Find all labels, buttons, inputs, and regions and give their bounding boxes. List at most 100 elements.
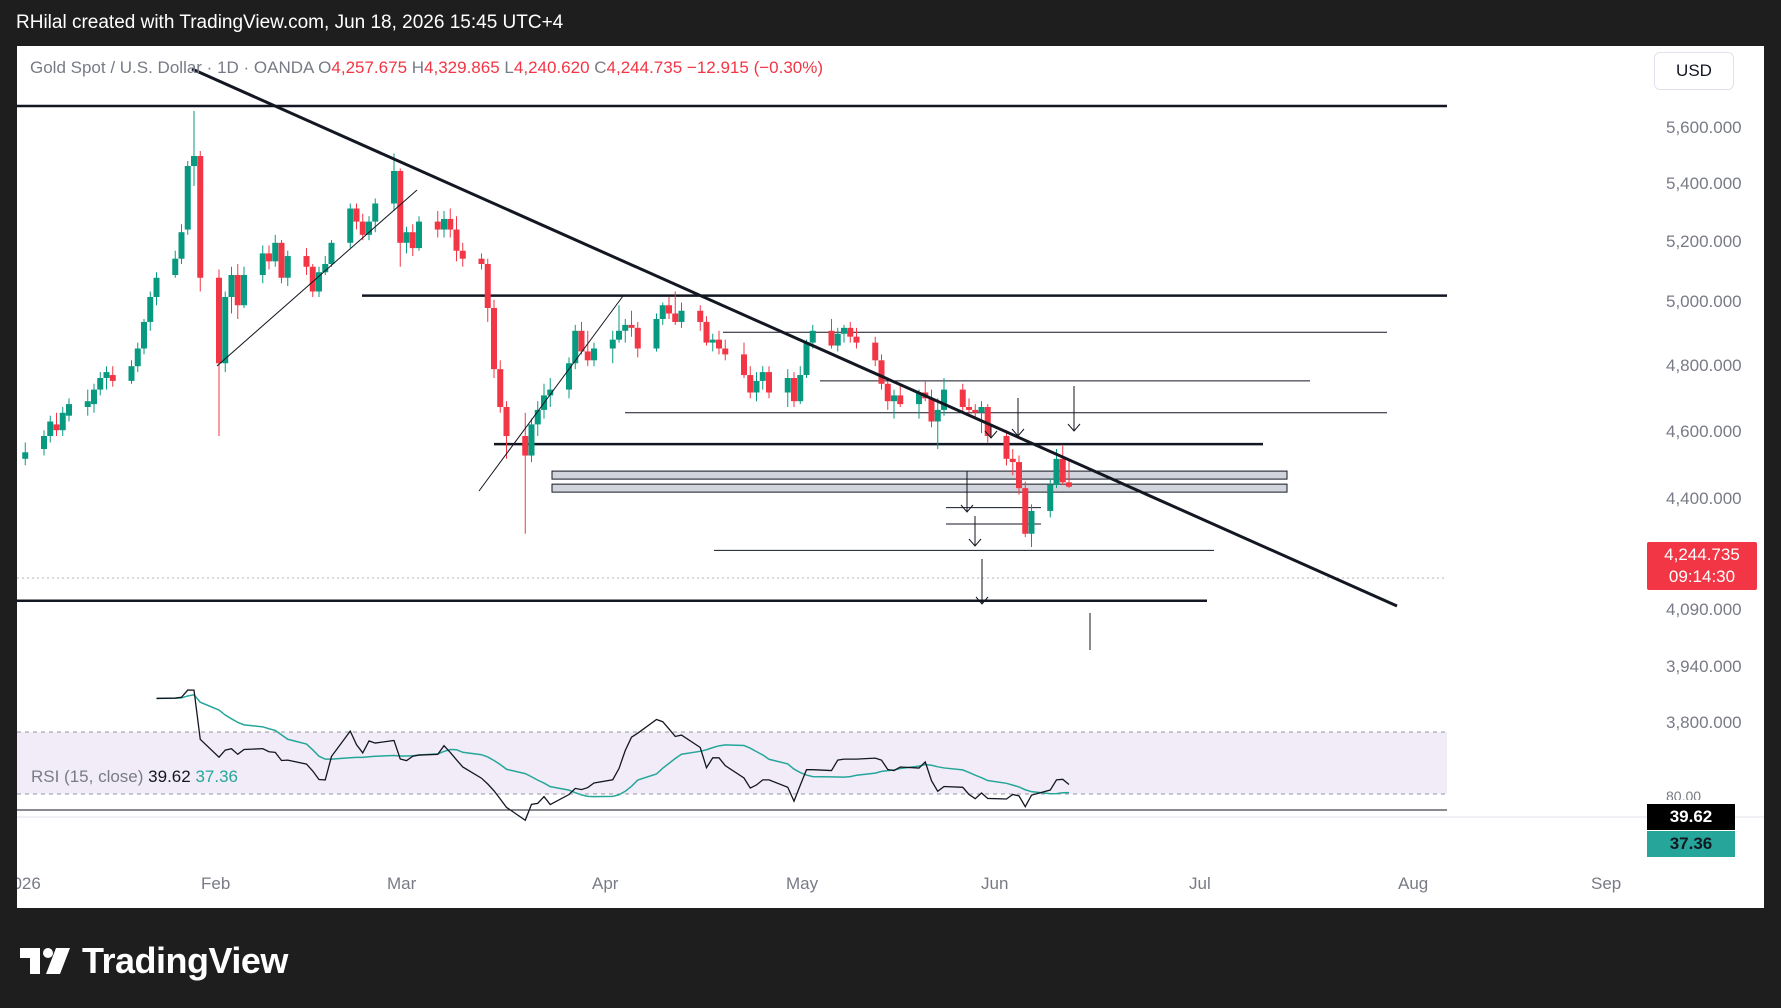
candle-body (347, 208, 354, 243)
low-value: 4,240.620 (513, 58, 590, 77)
candle-body (653, 319, 660, 349)
candle-body (853, 336, 860, 343)
candle-body (759, 372, 766, 381)
price-tick: 4,400.000 (1666, 489, 1742, 508)
candle-body (184, 166, 191, 230)
rising-trendline (216, 189, 418, 367)
arrow-head (975, 596, 989, 605)
candle-body (178, 232, 185, 259)
candle-body (41, 436, 47, 450)
candle-body (959, 389, 966, 407)
rsi-ma-tag: 37.36 (1647, 831, 1735, 857)
candle-body (966, 407, 972, 410)
candle-body (497, 369, 504, 407)
rsi-legend-ma: 37.36 (195, 767, 238, 786)
bar-countdown: 09:14:30 (1668, 567, 1736, 586)
candle-body (747, 375, 754, 393)
currency-button[interactable]: USD (1654, 52, 1734, 90)
price-tick: 3,800.000 (1666, 713, 1742, 732)
candle-body (934, 409, 941, 422)
time-tick: Feb (201, 874, 231, 893)
candle-body (528, 424, 535, 456)
candle-body (191, 156, 197, 166)
high-key: H (411, 58, 425, 77)
close-value: 4,244.735 (606, 58, 683, 77)
time-tick: Mar (387, 874, 417, 893)
support-zone (551, 483, 1288, 493)
support-zone (551, 470, 1288, 480)
candle-body (872, 342, 879, 361)
candle-body (928, 398, 935, 422)
low-key: L (504, 58, 514, 77)
candle-body (441, 218, 447, 230)
candle-body (128, 366, 135, 381)
candle-body (141, 321, 147, 349)
candle-body (572, 330, 579, 364)
candle-body (172, 258, 179, 275)
candle-body (1003, 436, 1010, 459)
rsi-level-label: 80.00 (1666, 788, 1702, 800)
candle-body (272, 242, 279, 262)
open-value: 4,257.675 (331, 58, 408, 77)
candle-body (659, 305, 666, 319)
candle-body (328, 242, 335, 264)
rsi-legend-value: 39.62 (148, 767, 191, 786)
candle-body (372, 203, 379, 222)
last-price-value: 4,244.735 (1664, 545, 1740, 564)
candle-body (278, 242, 285, 278)
candle-body (578, 330, 585, 352)
candle-body (134, 348, 141, 367)
symbol-legend: Gold Spot / U.S. Dollar · 1D · OANDA O4,… (30, 58, 823, 78)
candle-body (22, 452, 29, 459)
candles (22, 111, 1072, 547)
candle-body (97, 378, 104, 390)
candle-body (703, 321, 710, 343)
candle-body (766, 372, 772, 393)
candle-body (534, 409, 541, 425)
candle-body (416, 221, 422, 249)
candle-body (791, 378, 797, 402)
chart-frame[interactable]: Gold Spot / U.S. Dollar · 1D · OANDA O4,… (17, 46, 1764, 908)
price-tick: 5,000.000 (1666, 292, 1742, 311)
price-tick: 5,200.000 (1666, 232, 1742, 251)
candle-body (66, 404, 72, 416)
candle-body (409, 232, 416, 249)
rsi-title: RSI (15, close) (31, 767, 144, 786)
rsi-ma-line (156, 693, 1070, 798)
candle-body (359, 221, 366, 235)
candle-body (434, 221, 441, 230)
candle-body (741, 354, 747, 376)
candle-body (547, 389, 554, 396)
candle-body (453, 229, 460, 251)
chart-canvas[interactable] (17, 46, 1764, 908)
candle-body (941, 389, 947, 410)
rsi-value-tag: 39.62 (1647, 804, 1735, 830)
candle-body (1016, 462, 1022, 489)
candle-body (709, 339, 716, 343)
candle-body (972, 409, 979, 413)
candle-body (91, 389, 97, 405)
candle-body (803, 342, 810, 376)
candle-body (984, 407, 991, 436)
candle-body (491, 308, 497, 370)
candle-body (1009, 458, 1016, 463)
candle-body (978, 407, 985, 413)
price-tick: 4,800.000 (1666, 356, 1742, 375)
candle-body (522, 436, 529, 456)
rising-trendline (478, 295, 624, 492)
candle-body (484, 264, 491, 308)
rsi-legend: RSI (15, close) 39.62 37.36 (31, 767, 238, 787)
time-tick: 2026 (17, 874, 41, 893)
candle-body (1047, 484, 1054, 511)
candle-body (153, 277, 160, 297)
rsi-line (156, 689, 1070, 822)
time-tick: Jul (1189, 874, 1211, 893)
price-tick: 5,400.000 (1666, 174, 1742, 193)
time-tick: Aug (1398, 874, 1429, 893)
arrow-head (960, 504, 974, 513)
candle-body (216, 277, 222, 364)
candle-body (897, 395, 904, 405)
candle-body (716, 339, 722, 349)
candle-body (103, 372, 110, 378)
candle-body (841, 327, 847, 334)
